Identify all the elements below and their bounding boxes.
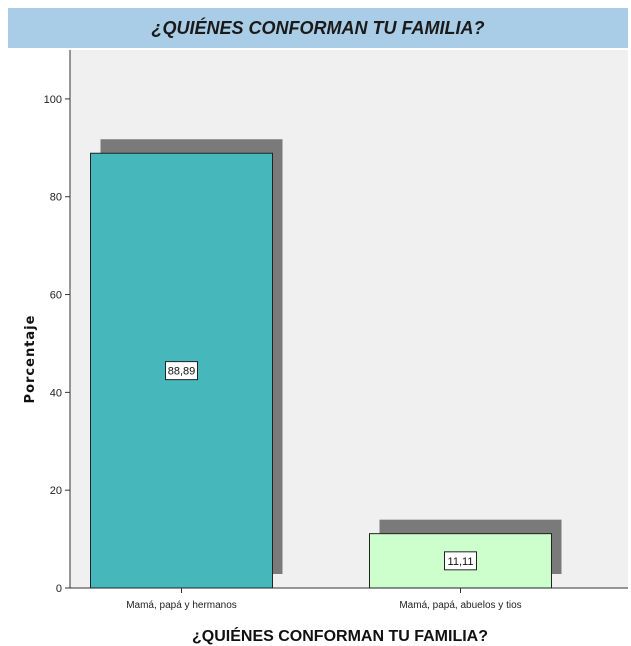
y-tick-label: 80 [50,192,62,204]
x-axis-categories: Mamá, papá y hermanos Mamá, papá, abuelos… [126,588,522,611]
y-tick-label: 0 [56,583,62,595]
y-tick-label: 20 [50,485,62,497]
data-label: 11,11 [448,556,474,568]
data-label: 88,89 [168,366,196,378]
x-category-label: Mamá, papá, abuelos y tios [399,600,521,611]
y-tick-label: 40 [50,387,62,399]
data-label-box [165,361,198,381]
chart-title-band: ¿QUIÉNES CONFORMAN TU FAMILIA? [8,8,628,48]
x-category-label: Mamá, papá y hermanos [126,600,237,611]
y-tick-label: 100 [44,94,62,106]
x-axis-label: ¿QUIÉNES CONFORMAN TU FAMILIA? [192,626,488,645]
data-label-box [444,551,477,571]
y-axis-ticks: 0 20 40 60 80 100 [44,94,70,595]
chart-title: ¿QUIÉNES CONFORMAN TU FAMILIA? [151,17,485,38]
y-axis-label: Porcentaje [23,315,38,404]
y-tick-label: 60 [50,290,62,302]
